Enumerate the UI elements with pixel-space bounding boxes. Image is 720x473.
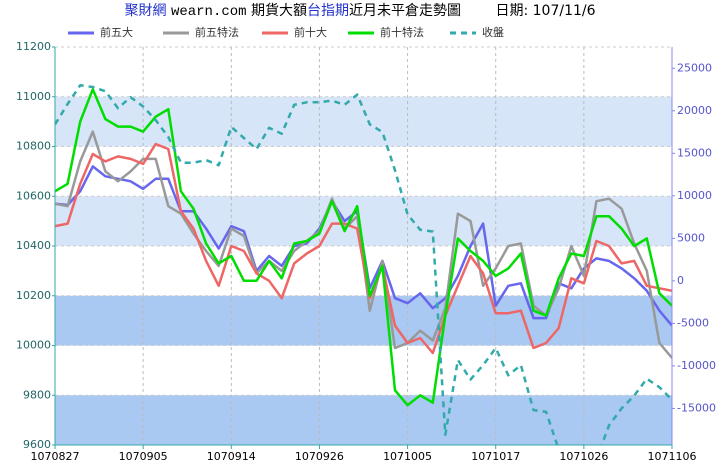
title-part: 日期: 107/11/6 [495,3,595,19]
x-tick-label: 1070827 [31,450,80,463]
y2-tick-label: -5000 [677,316,709,329]
y-tick-label: 10200 [16,289,51,302]
title-part: 聚財網 [124,3,166,19]
series-line [55,88,672,407]
y2-tick-label: 5000 [677,231,705,244]
y-tick-label: 10600 [16,189,51,202]
y2-tick-label: 10000 [677,189,712,202]
x-tick-label: 1071005 [383,450,432,463]
legend-label: 前十大 [294,25,327,39]
series-line [55,142,672,355]
y-tick-label: 10400 [16,239,51,252]
y2-tick-label: 15000 [677,146,712,159]
legend-label: 前五特法 [195,25,239,39]
y2-tick-label: -15000 [677,401,716,414]
band [55,196,672,246]
y2-tick-label: 25000 [677,61,712,74]
title-part: 台指期 [307,3,349,19]
x-tick-label: 1071017 [471,450,520,463]
y-tick-label: 10000 [16,339,51,352]
y2-tick-label: -10000 [677,359,716,372]
y-tick-label: 10800 [16,140,51,153]
band [55,395,672,445]
band [55,295,672,346]
x-tick-label: 1070905 [119,450,168,463]
chart-title: 聚財網 wearn.com 期貨大額台指期近月未平倉走勢圖 日期: 107/11… [124,2,595,20]
band [55,96,672,147]
x-tick-label: 1071106 [648,450,697,463]
y-tick-label: 9800 [23,388,51,401]
y-tick-label: 9600 [23,438,51,451]
y-tick-label: 11200 [16,40,51,53]
y-tick-label: 11000 [16,90,51,103]
x-tick-label: 1071026 [559,450,608,463]
title-part: 期貨大額 [251,2,307,19]
y2-tick-label: 20000 [677,104,712,117]
series-line [55,84,672,445]
x-tick-label: 1070914 [207,450,256,463]
legend-label: 收盤 [482,25,504,39]
title-part: wearn.com [171,4,247,20]
legend-label: 前十特法 [380,25,424,39]
title-part: 近月未平倉走勢圖 [349,3,461,19]
x-tick-label: 1070926 [295,450,344,463]
y2-tick-label: 0 [677,274,684,287]
legend-label: 前五大 [100,25,133,39]
